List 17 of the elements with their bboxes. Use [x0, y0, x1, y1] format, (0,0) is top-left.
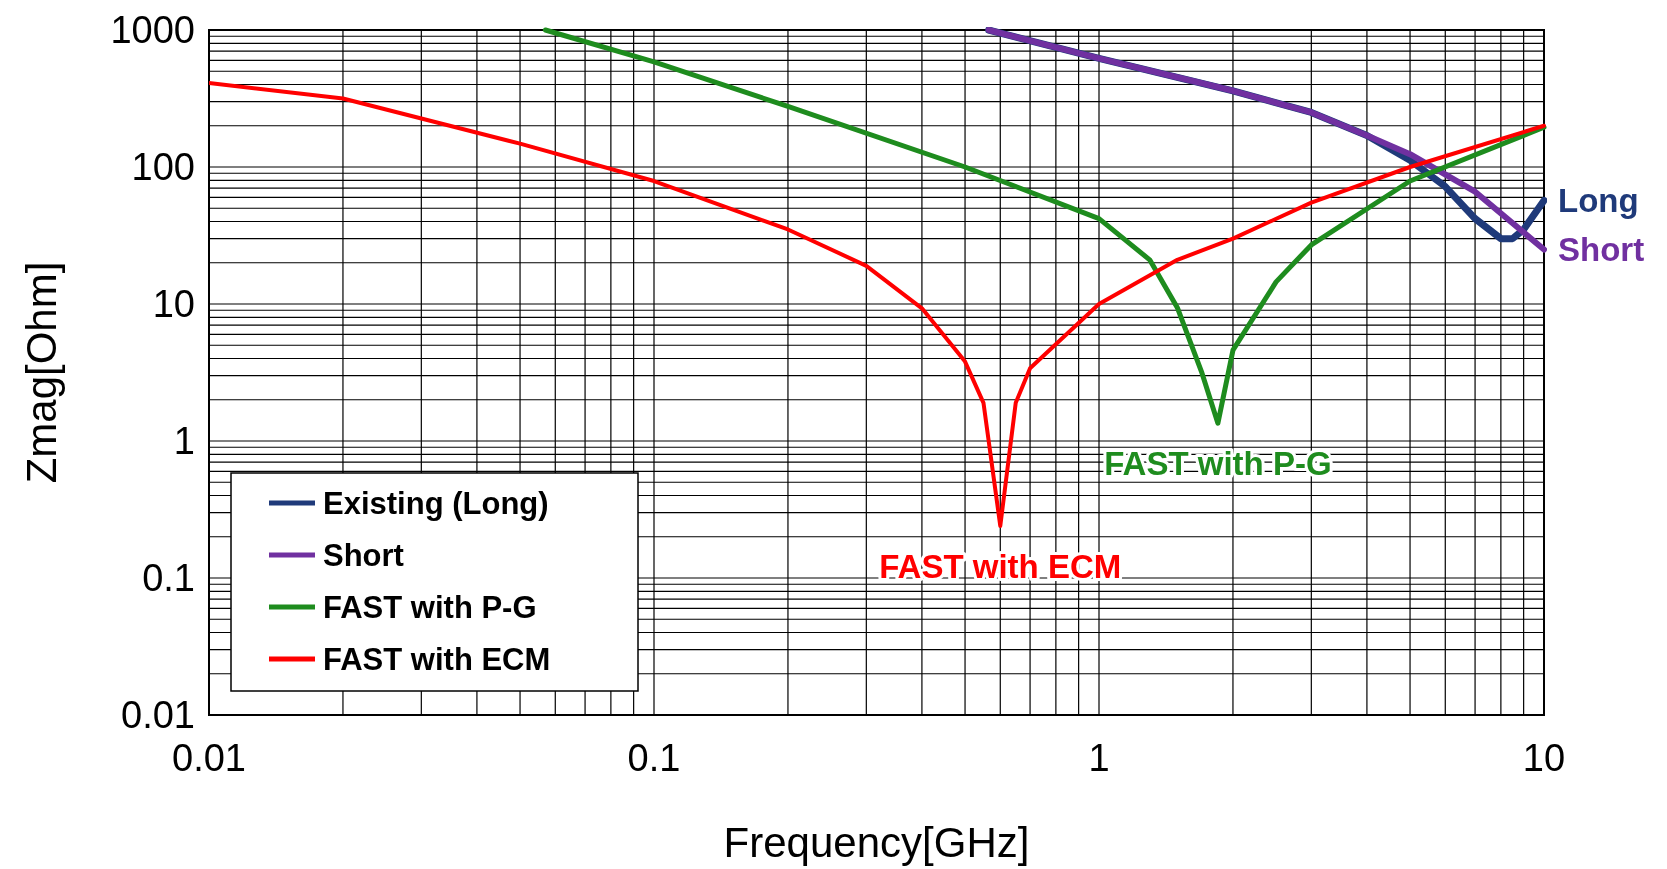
- legend-label: Existing (Long): [323, 486, 549, 521]
- legend-label: FAST with P-G: [323, 590, 537, 625]
- x-tick-label: 0.1: [627, 737, 681, 779]
- x-axis-title: Frequency[GHz]: [723, 819, 1030, 866]
- annotation: Short: [1558, 231, 1645, 269]
- x-tick-label: 10: [1522, 737, 1566, 779]
- annotation: Long: [1558, 182, 1639, 220]
- legend-label: FAST with ECM: [323, 642, 551, 677]
- y-tick-label: 1000: [110, 9, 195, 51]
- y-tick-label: 0.1: [142, 557, 195, 599]
- y-tick-label: 0.01: [121, 694, 195, 736]
- x-tick-label: 1: [1088, 737, 1110, 779]
- y-tick-label: 10: [152, 283, 195, 325]
- y-axis-title: Zmag[Ohm]: [18, 261, 65, 484]
- legend-label: Short: [323, 538, 404, 573]
- y-tick-label: 100: [131, 146, 195, 188]
- y-tick-label: 1: [173, 420, 195, 462]
